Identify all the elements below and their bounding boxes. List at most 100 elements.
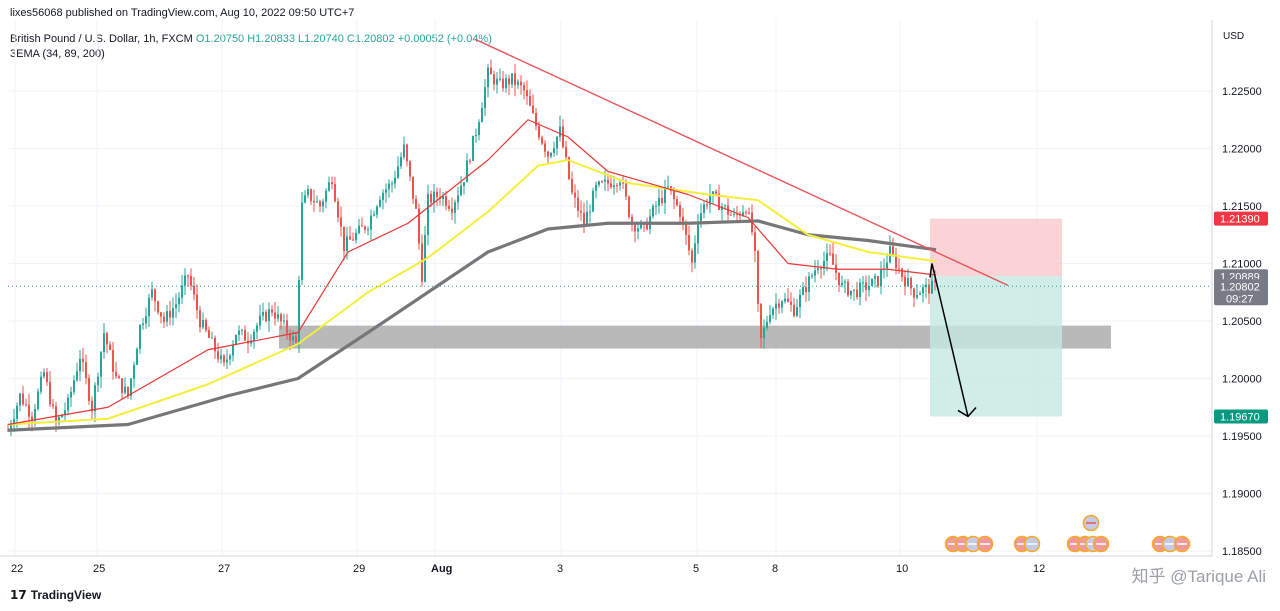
- candle-up: [358, 225, 360, 233]
- candle-up: [184, 275, 186, 286]
- candle-up: [277, 314, 279, 319]
- candle-up: [742, 212, 744, 216]
- ema-34-line: [7, 119, 937, 426]
- candle-down: [913, 288, 915, 298]
- candle-down: [535, 112, 537, 126]
- indicator-label[interactable]: 3EMA (34, 89, 200): [10, 48, 105, 60]
- candle-up: [388, 183, 390, 190]
- time-axis[interactable]: 22 25 27 29 Aug 3 5 8 10 12: [0, 555, 1212, 575]
- candle-down: [436, 191, 438, 198]
- event-flag-icon[interactable]: [1082, 514, 1100, 532]
- candle-up: [499, 78, 501, 80]
- currency-label: USD: [1223, 31, 1245, 42]
- candle-down: [790, 301, 792, 305]
- candle-down: [877, 276, 879, 287]
- candle-up: [598, 181, 600, 185]
- candle-down: [286, 320, 288, 334]
- candle-down: [832, 253, 834, 265]
- symbol-name[interactable]: British Pound / U.S. Dollar, 1h, FXCM: [10, 33, 193, 45]
- candle-up: [370, 215, 372, 230]
- candle-down: [310, 189, 312, 201]
- candle-up: [919, 293, 921, 295]
- candle-down: [490, 67, 492, 75]
- candle-down: [55, 406, 57, 424]
- x-tick-label: 25: [93, 563, 105, 575]
- candle-up: [166, 311, 168, 322]
- candle-down: [7, 430, 9, 432]
- candle-up: [853, 289, 855, 291]
- candle-down: [271, 309, 273, 313]
- candle-up: [472, 135, 474, 161]
- candle-up: [814, 270, 816, 276]
- candle-up: [325, 190, 327, 202]
- candle-up: [316, 201, 318, 203]
- candle-down: [493, 74, 495, 85]
- candle-down: [574, 192, 576, 198]
- x-tick-label: 3: [557, 563, 563, 575]
- candle-down: [169, 311, 171, 318]
- candle-up: [16, 405, 18, 419]
- x-tick-label: 5: [693, 563, 699, 575]
- candle-down: [106, 333, 108, 345]
- candle-up: [442, 196, 444, 200]
- candle-down: [676, 199, 678, 206]
- candle-up: [64, 410, 66, 415]
- candle-down: [289, 333, 291, 341]
- candle-up: [916, 294, 918, 298]
- candle-down: [625, 183, 627, 197]
- candle-up: [58, 417, 60, 424]
- candle-down: [160, 312, 162, 317]
- candle-down: [538, 125, 540, 138]
- candle-up: [382, 192, 384, 200]
- candle-down: [745, 212, 747, 214]
- candle-down: [631, 216, 633, 225]
- candle-up: [259, 315, 261, 326]
- candle-down: [190, 275, 192, 286]
- event-flag-icon[interactable]: [1092, 535, 1110, 553]
- candle-up: [592, 190, 594, 212]
- candle-down: [526, 90, 528, 97]
- price-axis[interactable]: 1.22500 1.22000 1.21500 1.21000 1.20500 1.200…: [1211, 20, 1268, 558]
- candle-down: [22, 393, 24, 405]
- candle-down: [901, 268, 903, 277]
- candle-up: [100, 352, 102, 377]
- candle-up: [496, 78, 498, 85]
- candle-down: [91, 400, 93, 412]
- price-label: 1.20802: [1220, 281, 1260, 293]
- candle-up: [880, 269, 882, 287]
- candle-down: [199, 310, 201, 328]
- candle-down: [805, 287, 807, 292]
- tradingview-logo[interactable]: 𝟭𝟳 TradingView: [10, 588, 101, 602]
- candle-up: [733, 213, 735, 215]
- candle-up: [178, 297, 180, 305]
- candle-down: [514, 73, 516, 85]
- x-tick-label: 8: [772, 563, 778, 575]
- candle-up: [604, 179, 606, 182]
- candle-down: [685, 221, 687, 235]
- candle-up: [475, 135, 477, 137]
- candle-up: [301, 202, 303, 280]
- y-tick-label: 1.18500: [1222, 546, 1262, 558]
- candle-up: [457, 195, 459, 203]
- price-label-bg: [1214, 279, 1268, 306]
- candle-up: [658, 198, 660, 206]
- candle-down: [706, 204, 708, 206]
- candle-down: [244, 329, 246, 341]
- ema-200-line: [7, 219, 937, 432]
- candle-up: [37, 391, 39, 409]
- candle-up: [400, 157, 402, 167]
- candle-up: [772, 308, 774, 316]
- candle-down: [757, 251, 759, 304]
- candle-up: [808, 276, 810, 292]
- candle-down: [157, 301, 159, 313]
- take-profit-zone: [930, 276, 1062, 417]
- event-flag-icon[interactable]: [1023, 535, 1041, 553]
- candle-up: [484, 87, 486, 109]
- y-tick-label: 1.21000: [1222, 259, 1262, 271]
- x-tick-label: 10: [896, 563, 908, 575]
- event-flag-icon[interactable]: [976, 535, 994, 553]
- candle-down: [547, 151, 549, 157]
- event-flag-icon[interactable]: [1173, 535, 1191, 553]
- candle-up: [874, 276, 876, 279]
